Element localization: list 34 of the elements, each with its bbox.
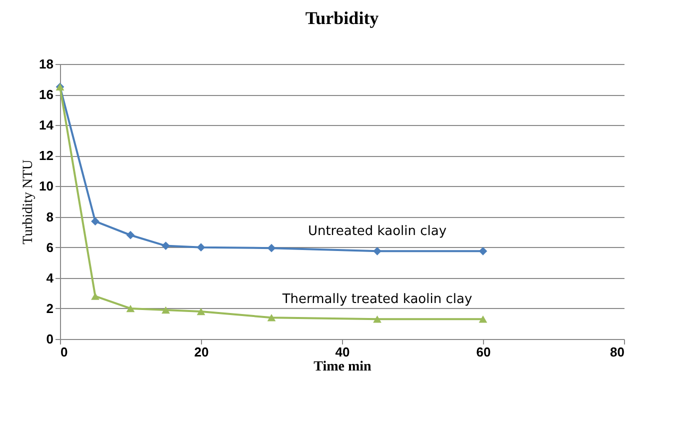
point (126, 230, 135, 240)
x-tick-label: 60 (476, 344, 491, 360)
y-tick-label: 16 (39, 87, 54, 102)
x-tick-label: 20 (194, 344, 209, 360)
series-label: Untreated kaolin clay (308, 224, 447, 240)
x-tick-label: 0 (60, 344, 68, 360)
y-axis-title: Turbidity NTU (21, 160, 36, 244)
y-tick-label: 2 (46, 300, 54, 316)
point (196, 243, 206, 252)
x-tick-label: 80 (610, 344, 624, 360)
y-tick-label: 14 (39, 118, 54, 133)
point (478, 316, 488, 323)
y-tick-label: 8 (46, 209, 54, 224)
point (162, 242, 170, 250)
point (162, 306, 170, 314)
y-tick-label: 12 (39, 148, 54, 164)
y-tick-label: 0 (46, 332, 54, 346)
y-tick-label: 6 (46, 240, 54, 255)
point (91, 292, 100, 300)
chart-title: Turbidity (305, 8, 379, 28)
y-tick-label: 4 (46, 270, 54, 286)
y-tick-label: 18 (39, 56, 54, 72)
point (373, 316, 382, 323)
point (478, 246, 488, 256)
y-tick-label: 10 (39, 178, 54, 194)
point (373, 246, 382, 256)
point (91, 217, 100, 226)
point (267, 314, 276, 322)
point (126, 304, 135, 312)
series-label: Thermally treated kaolin clay (281, 292, 472, 308)
point (267, 244, 276, 252)
x-tick-label: 40 (335, 344, 350, 360)
point (196, 308, 206, 316)
x-axis-title: Time min (314, 360, 372, 374)
